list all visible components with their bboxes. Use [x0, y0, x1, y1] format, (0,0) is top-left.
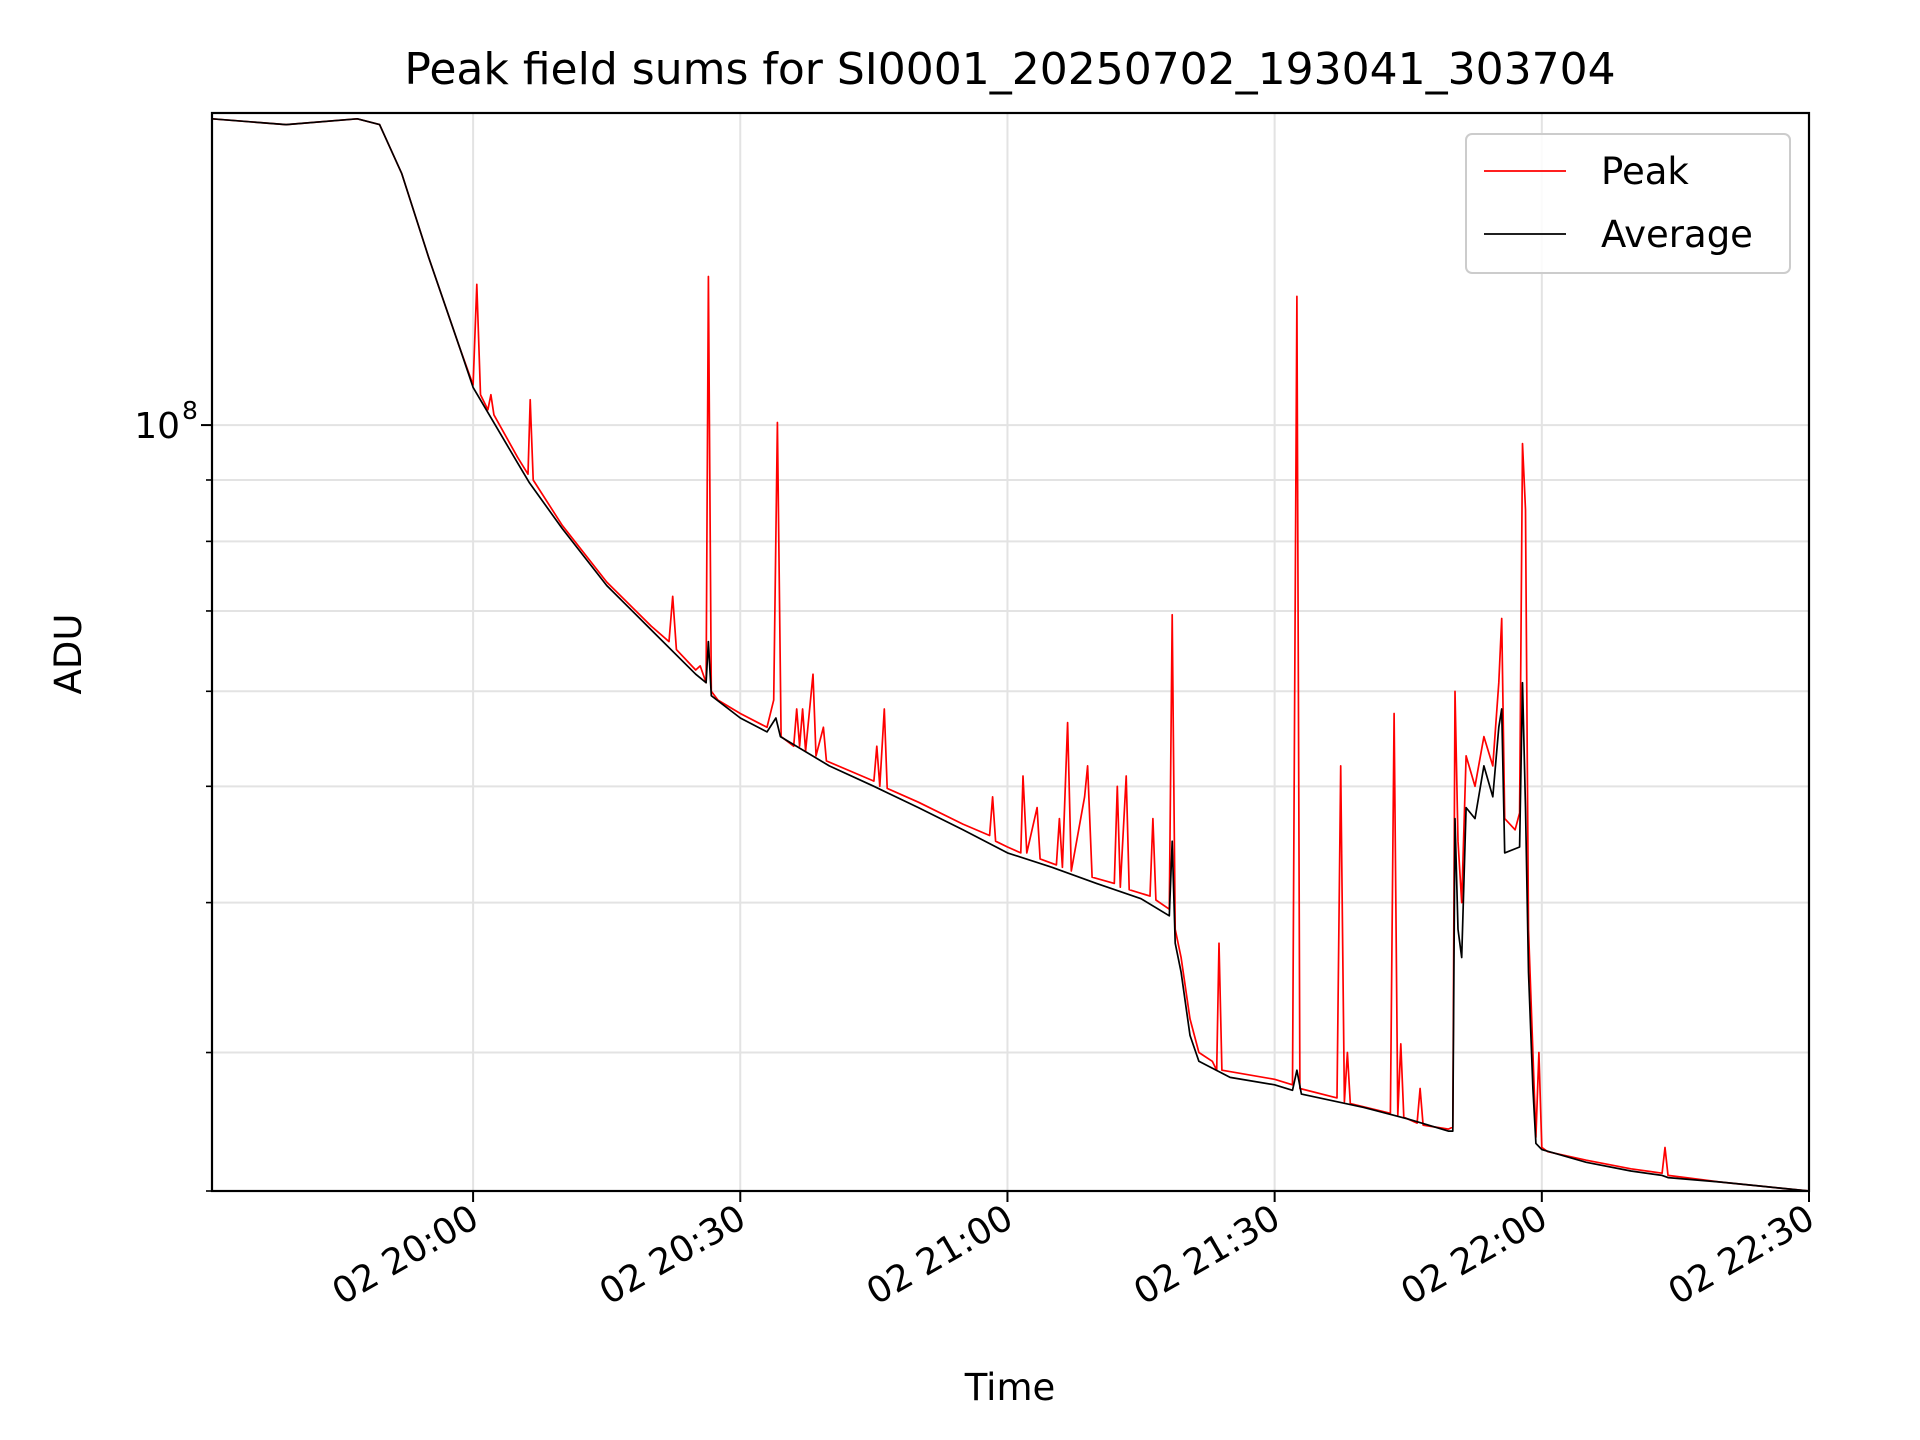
- y-tick-label: 10: [134, 406, 180, 447]
- series-layer: [211, 117, 1810, 1192]
- legend-box: [1465, 133, 1791, 274]
- legend-label-peak: Peak: [1601, 150, 1689, 193]
- y-axis: 10 8: [134, 396, 212, 1192]
- y-axis-label: ADU: [47, 614, 90, 695]
- series-line-peak: [211, 117, 1810, 1192]
- grid: [212, 113, 1810, 1191]
- x-axis-label: Time: [964, 1366, 1056, 1409]
- legend-label-average: Average: [1601, 213, 1753, 256]
- chart-title: Peak field sums for SI0001_20250702_1930…: [404, 44, 1615, 95]
- y-tick-label-exponent: 8: [182, 396, 198, 425]
- series-line-average: [211, 117, 1810, 1192]
- plot-frame: [210, 111, 1811, 1193]
- legend: Peak Average: [1465, 133, 1791, 274]
